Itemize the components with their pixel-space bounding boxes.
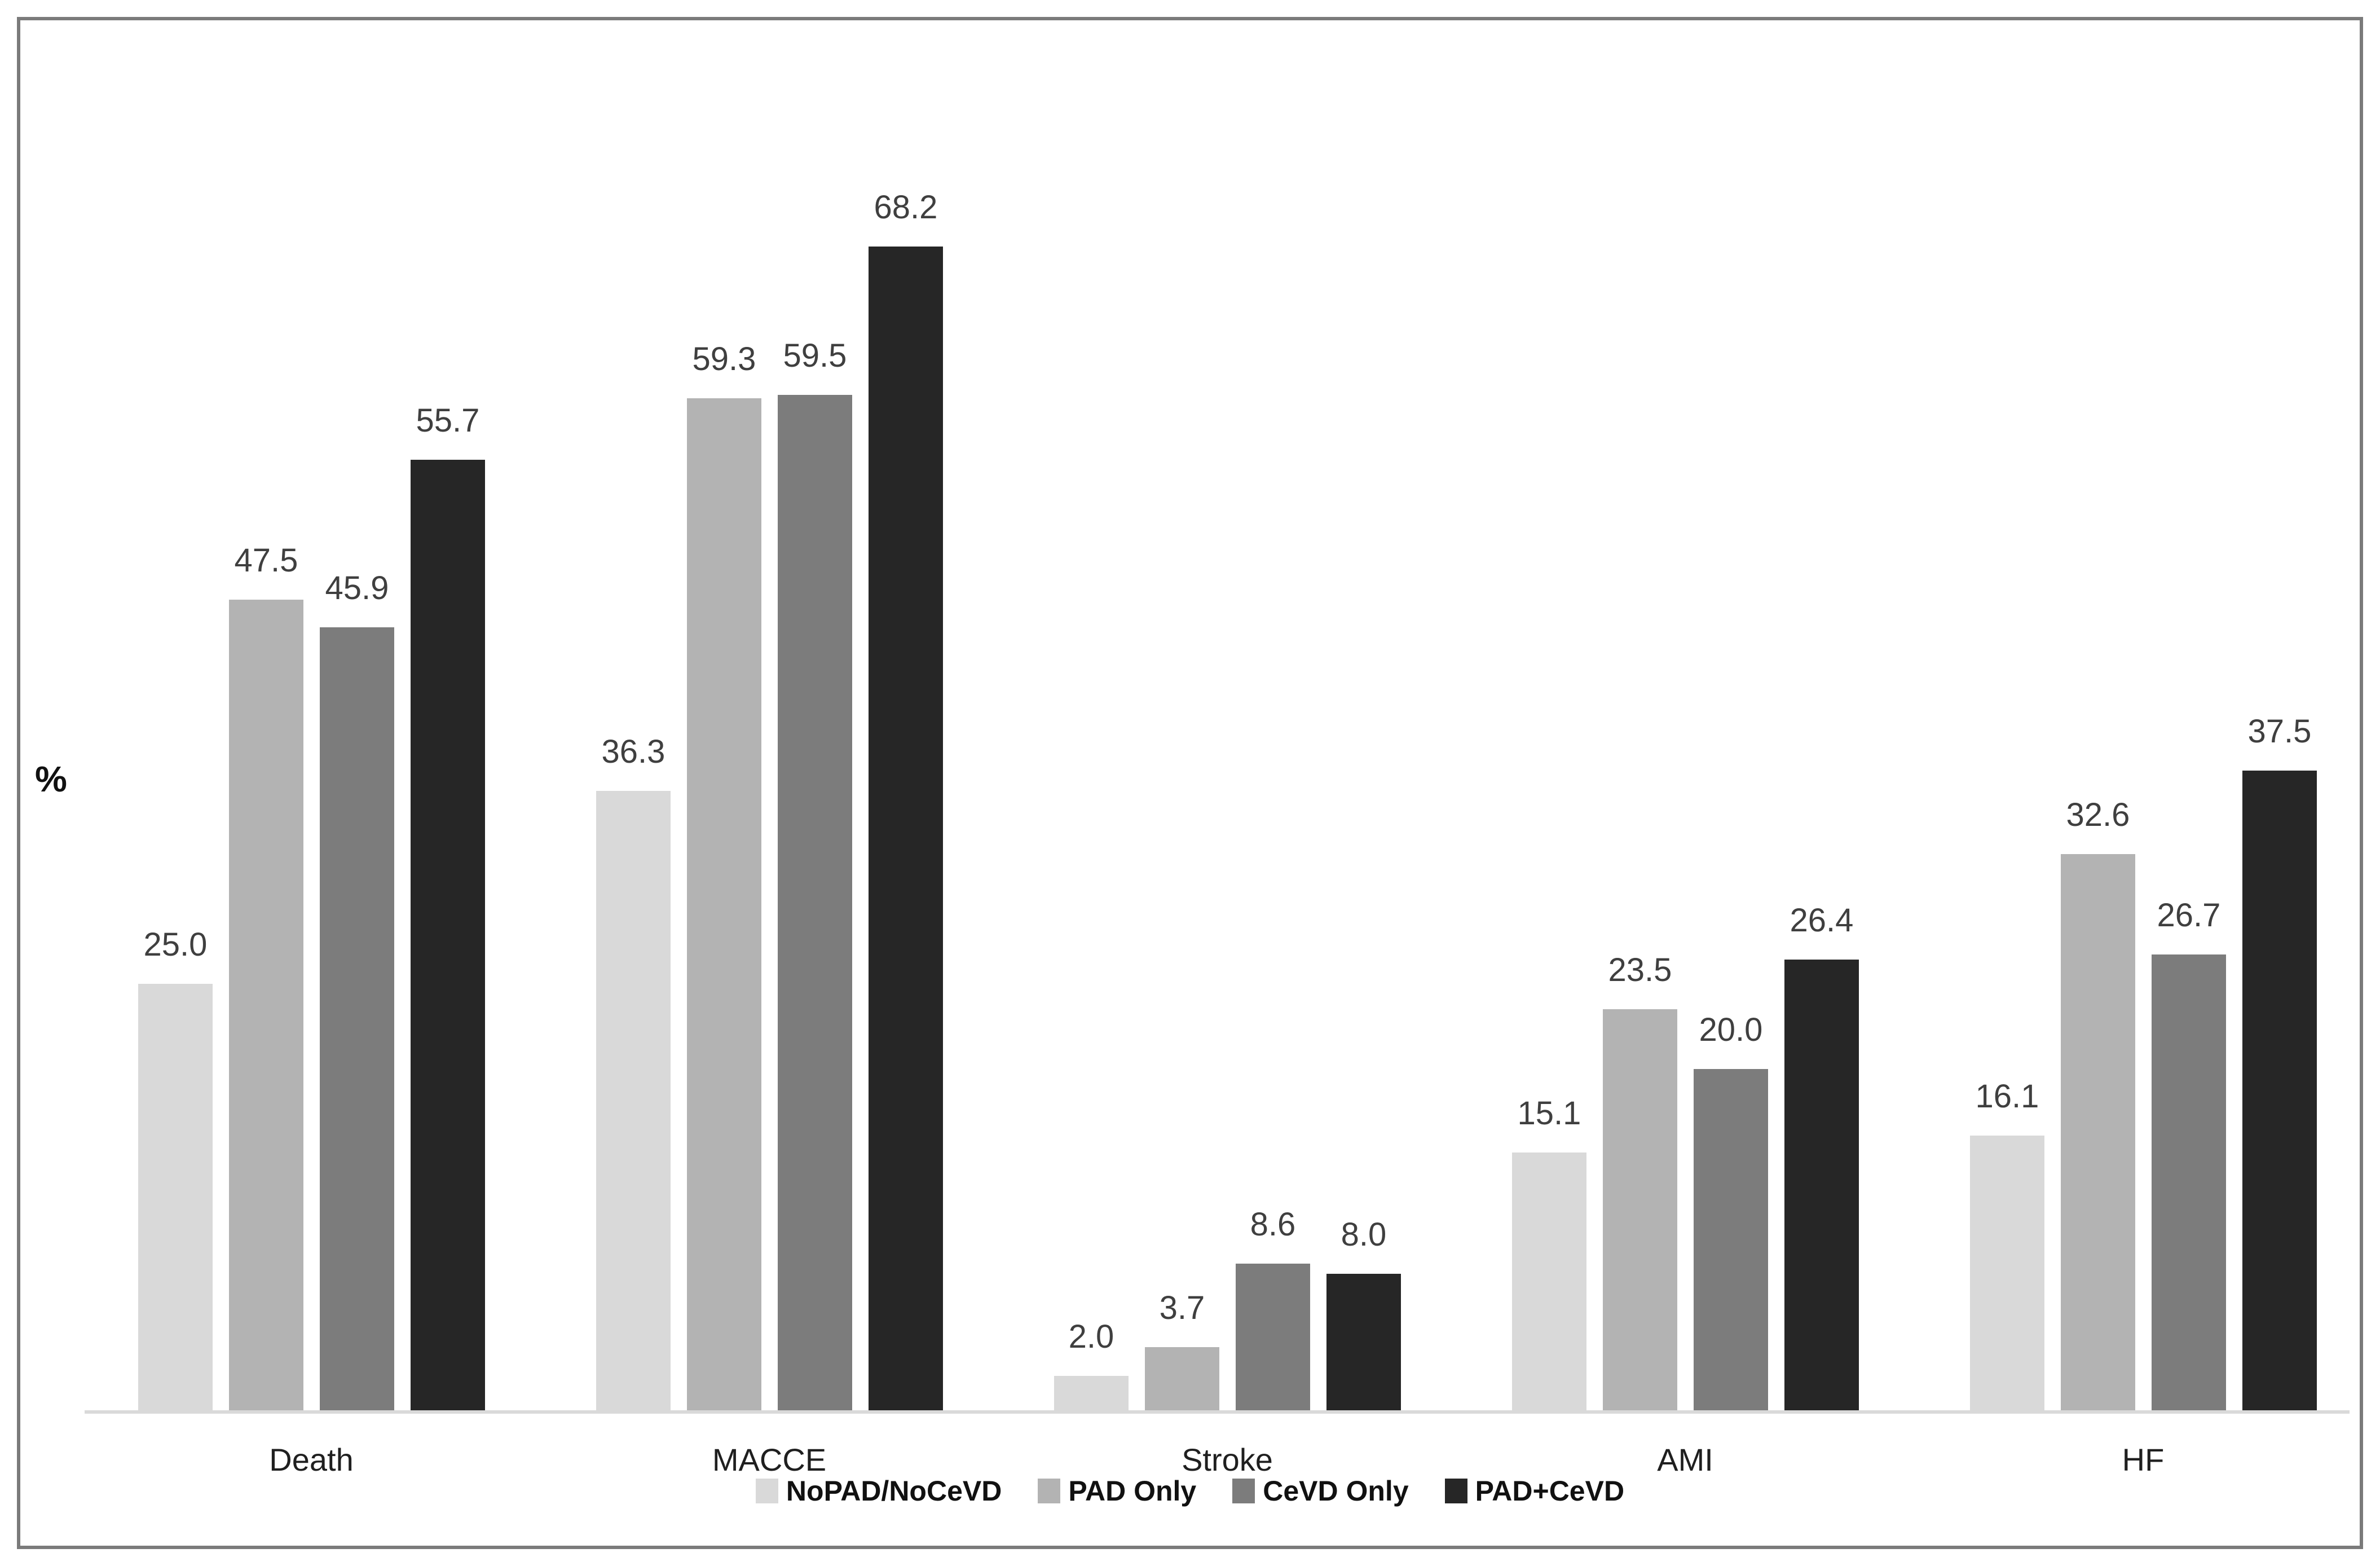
bar-value-label: 68.2 (874, 189, 938, 226)
bar-pad-only-ami (1603, 1009, 1677, 1410)
legend-label: PAD+CeVD (1475, 1475, 1625, 1507)
x-axis-label-death: Death (269, 1442, 354, 1477)
bar-pad-only-death (229, 600, 303, 1410)
bar-nopad-nocevd-hf (1970, 1136, 2044, 1410)
bar-value-label: 47.5 (234, 542, 298, 579)
bar-nopad-nocevd-macce (596, 791, 671, 1410)
bar-value-label: 45.9 (325, 570, 389, 606)
legend-item-pad-cevd: PAD+CeVD (1444, 1475, 1625, 1507)
bar-cevd-only-hf (2152, 954, 2226, 1410)
bar-cevd-only-ami (1694, 1069, 1768, 1410)
legend-label: NoPAD/NoCeVD (786, 1475, 1002, 1507)
legend-label: CeVD Only (1263, 1475, 1409, 1507)
legend-swatch-icon (1038, 1479, 1061, 1503)
bar-value-label: 36.3 (601, 733, 665, 770)
bar-pad-only-macce (687, 398, 761, 1410)
bar-pad-only-stroke (1145, 1347, 1219, 1410)
bar-pad-cevd-macce (869, 247, 943, 1410)
bar-nopad-nocevd-stroke (1054, 1376, 1129, 1410)
bar-value-label: 23.5 (1608, 952, 1672, 988)
y-axis-label: % (35, 759, 67, 799)
bar-value-label: 59.5 (783, 337, 847, 374)
bar-value-label: 32.6 (2066, 797, 2130, 833)
bar-pad-cevd-hf (2242, 771, 2317, 1410)
x-axis-label-stroke: Stroke (1182, 1442, 1273, 1477)
bar-value-label: 26.7 (2157, 897, 2221, 934)
bar-value-label: 26.4 (1790, 902, 1854, 939)
legend-item-cevd-only: CeVD Only (1232, 1475, 1409, 1507)
bar-pad-cevd-ami (1784, 960, 1859, 1410)
bar-value-label: 2.0 (1068, 1318, 1114, 1355)
bar-nopad-nocevd-death (138, 984, 213, 1410)
bar-value-label: 8.6 (1250, 1206, 1296, 1243)
bar-value-label: 25.0 (143, 926, 208, 963)
bar-value-label: 37.5 (2247, 713, 2312, 750)
bar-value-label: 59.3 (692, 341, 756, 377)
bar-cevd-only-death (320, 627, 394, 1410)
bar-pad-cevd-stroke (1326, 1274, 1401, 1410)
bar-nopad-nocevd-ami (1512, 1152, 1586, 1410)
legend-swatch-icon (1444, 1479, 1467, 1503)
x-axis-label-macce: MACCE (712, 1442, 827, 1477)
bar-value-label: 8.0 (1341, 1216, 1387, 1253)
legend: NoPAD/NoCeVD PAD Only CeVD Only PAD+CeVD (0, 1475, 2380, 1507)
x-axis-label-hf: HF (2122, 1442, 2165, 1477)
legend-item-pad-only: PAD Only (1038, 1475, 1196, 1507)
bar-value-label: 16.1 (1975, 1078, 2039, 1115)
bar-cevd-only-stroke (1236, 1264, 1310, 1410)
bar-pad-only-hf (2061, 854, 2135, 1410)
x-axis-line (85, 1410, 2350, 1414)
bar-value-label: 15.1 (1517, 1095, 1581, 1132)
bar-value-label: 20.0 (1699, 1011, 1763, 1048)
legend-swatch-icon (755, 1479, 778, 1503)
legend-swatch-icon (1232, 1479, 1255, 1503)
legend-label: PAD Only (1068, 1475, 1197, 1507)
bar-value-label: 55.7 (416, 402, 480, 439)
bar-cevd-only-macce (778, 395, 852, 1410)
bar-pad-cevd-death (411, 460, 485, 1410)
legend-item-nopad-nocevd: NoPAD/NoCeVD (755, 1475, 1002, 1507)
bar-value-label: 3.7 (1159, 1290, 1205, 1326)
x-axis-label-ami: AMI (1657, 1442, 1713, 1477)
